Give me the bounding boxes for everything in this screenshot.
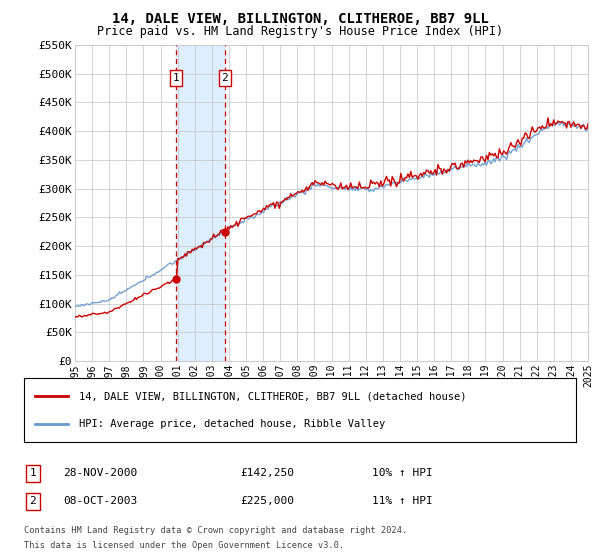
Text: £225,000: £225,000 — [240, 496, 294, 506]
Text: 11% ↑ HPI: 11% ↑ HPI — [372, 496, 433, 506]
Text: HPI: Average price, detached house, Ribble Valley: HPI: Average price, detached house, Ribb… — [79, 419, 385, 430]
Text: Contains HM Land Registry data © Crown copyright and database right 2024.: Contains HM Land Registry data © Crown c… — [24, 526, 407, 535]
Text: 08-OCT-2003: 08-OCT-2003 — [63, 496, 137, 506]
Text: 14, DALE VIEW, BILLINGTON, CLITHEROE, BB7 9LL: 14, DALE VIEW, BILLINGTON, CLITHEROE, BB… — [112, 12, 488, 26]
Text: £142,250: £142,250 — [240, 468, 294, 478]
Text: 2: 2 — [221, 73, 229, 83]
Text: 10% ↑ HPI: 10% ↑ HPI — [372, 468, 433, 478]
Text: 1: 1 — [173, 73, 179, 83]
Text: 1: 1 — [29, 468, 37, 478]
Bar — [176, 45, 225, 361]
Text: 28-NOV-2000: 28-NOV-2000 — [63, 468, 137, 478]
Text: Price paid vs. HM Land Registry's House Price Index (HPI): Price paid vs. HM Land Registry's House … — [97, 25, 503, 38]
Text: This data is licensed under the Open Government Licence v3.0.: This data is licensed under the Open Gov… — [24, 541, 344, 550]
Text: 2: 2 — [29, 496, 37, 506]
Text: 14, DALE VIEW, BILLINGTON, CLITHEROE, BB7 9LL (detached house): 14, DALE VIEW, BILLINGTON, CLITHEROE, BB… — [79, 391, 467, 401]
